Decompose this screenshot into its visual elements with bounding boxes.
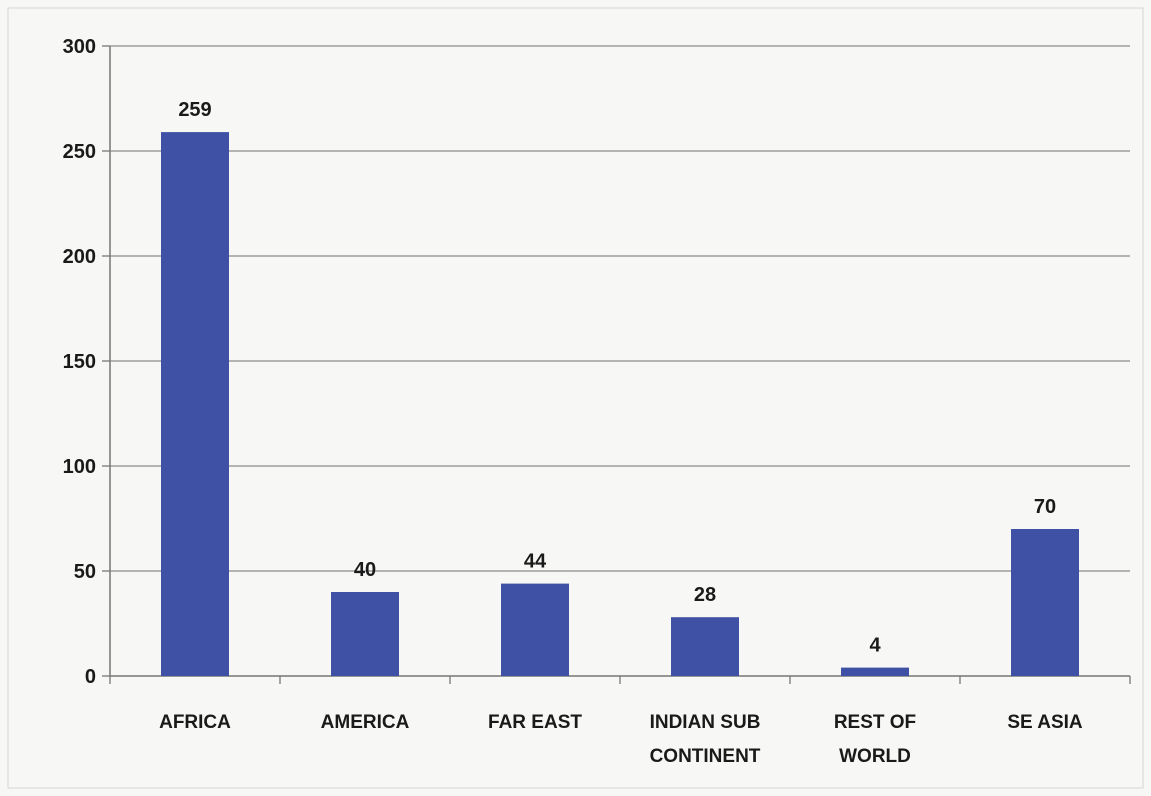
y-tick-label: 150 (63, 351, 96, 373)
y-tick-label: 50 (74, 561, 96, 583)
bars (161, 132, 1079, 677)
x-category-label: INDIAN SUB (650, 712, 761, 733)
bar (841, 667, 909, 676)
x-category-label: AMERICA (321, 712, 410, 733)
data-label: 28 (694, 584, 716, 606)
x-category-label: CONTINENT (650, 746, 761, 767)
data-label: 259 (178, 99, 211, 121)
bar (161, 132, 229, 677)
axes (102, 45, 1131, 684)
labels: 0 50 100 150 200 250 300 259 AFRICA 40 AMERICA 44 FA… (63, 36, 1083, 767)
data-label: 70 (1034, 496, 1056, 518)
data-label: 40 (354, 559, 376, 581)
y-tick-label: 250 (63, 141, 96, 163)
bar (1011, 529, 1079, 676)
x-category-label: AFRICA (159, 712, 231, 733)
x-category-label: FAR EAST (488, 712, 582, 733)
gridlines (110, 45, 1130, 572)
y-tick-label: 100 (63, 456, 96, 478)
y-tick-label: 300 (63, 36, 96, 58)
x-category-label: REST OF (834, 712, 916, 733)
chart-frame (7, 7, 1144, 789)
bar (331, 592, 399, 676)
bar (671, 617, 739, 676)
x-category-label: WORLD (839, 746, 911, 767)
x-category-label: SE ASIA (1007, 712, 1083, 733)
data-label: 44 (524, 551, 547, 573)
y-tick-label: 0 (85, 666, 96, 688)
y-tick-label: 200 (63, 246, 96, 268)
bar (501, 583, 569, 676)
data-label: 4 (869, 635, 881, 657)
